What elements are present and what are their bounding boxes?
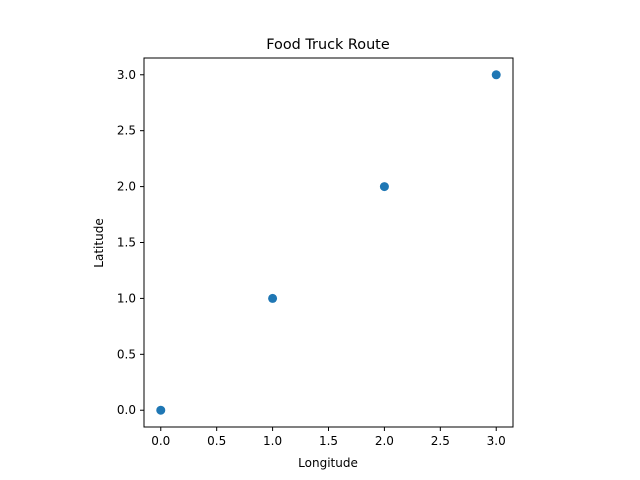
y-tick-label: 3.0 [117, 68, 136, 82]
y-tick-label: 1.5 [117, 236, 136, 250]
y-tick-label: 2.5 [117, 124, 136, 138]
data-point [268, 293, 278, 303]
plot-area-frame [143, 57, 514, 428]
x-axis-label: Longitude [298, 456, 358, 470]
x-axis-ticks: 0.0 0.5 1.0 1.5 2.0 2.5 3.0 [151, 427, 506, 448]
x-tick-label: 1.5 [319, 434, 338, 448]
y-axis-label: Latitude [92, 218, 106, 267]
y-axis-ticks: 0.0 0.5 1.0 1.5 2.0 2.5 3.0 [117, 68, 144, 417]
y-tick-label: 1.0 [117, 291, 136, 305]
y-tick-label: 0.5 [117, 347, 136, 361]
y-tick-label: 2.0 [117, 180, 136, 194]
y-tick-label: 0.0 [117, 403, 136, 417]
chart-title: Food Truck Route [266, 37, 390, 53]
x-tick-label: 1.0 [263, 434, 282, 448]
x-tick-label: 2.0 [375, 434, 394, 448]
x-tick-label: 0.0 [151, 434, 170, 448]
data-point [156, 405, 166, 415]
data-point [379, 182, 389, 192]
x-tick-label: 2.5 [431, 434, 450, 448]
x-tick-label: 3.0 [487, 434, 506, 448]
data-points [156, 70, 501, 415]
data-point [491, 70, 501, 80]
x-tick-label: 0.5 [207, 434, 226, 448]
